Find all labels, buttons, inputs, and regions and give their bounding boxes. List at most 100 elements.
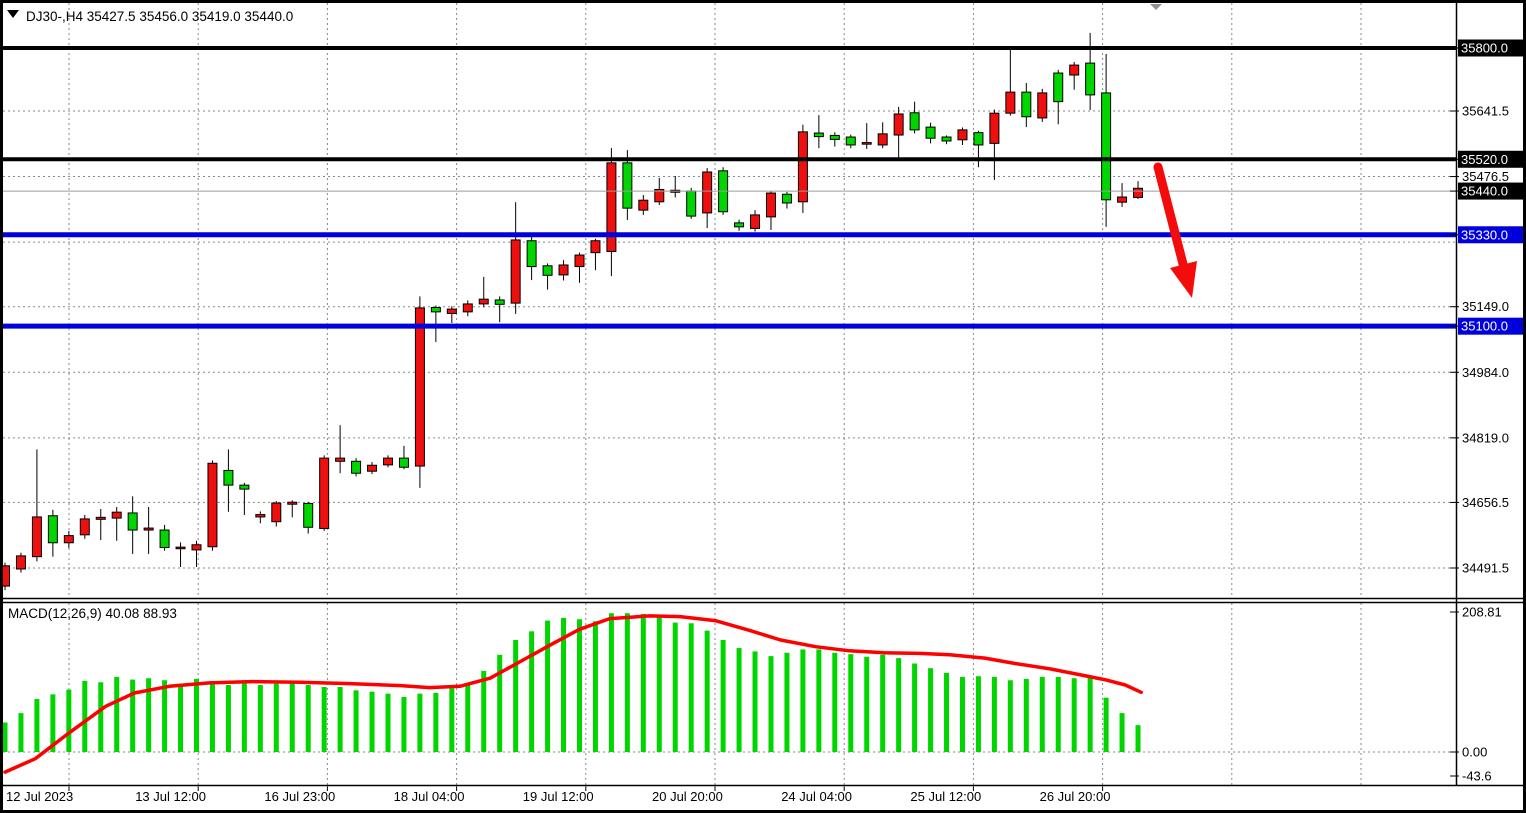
candle-body-bear [861,142,872,145]
candle [797,124,808,213]
macd-histogram-bar [529,631,535,752]
price-axis-label: 34656.5 [1462,495,1509,510]
candle [494,296,505,323]
candle [303,501,314,534]
macd-signal-line [3,614,1143,774]
candle-body-bear [382,457,393,466]
candle [79,514,90,539]
candle [510,202,521,314]
macd-histogram-bar [656,615,662,752]
macd-histogram-bar [34,699,40,752]
time-axis-label: 18 Jul 04:00 [394,789,465,804]
macd-histogram-bar [257,684,263,752]
candle-body-bear [606,162,617,252]
macd-histogram-bar [864,656,870,752]
macd-histogram-bar [289,682,295,752]
candle [781,191,792,209]
price-badge-blue [1458,317,1524,335]
macd-histogram-bar [385,693,391,752]
arrow-head[interactable] [1170,261,1197,298]
macd-histogram-bar [928,668,934,752]
macd-histogram-bar [561,617,567,752]
price-badge-label: 35330.0 [1461,227,1508,242]
candle [271,501,282,527]
price-axis-label: 34491.5 [1462,560,1509,575]
candle [1101,53,1112,227]
candle-body-bull [1021,91,1032,118]
candle [909,101,920,134]
time-axis-label: 26 Jul 20:00 [1040,789,1111,804]
candle [925,122,936,144]
candle-body-bull [542,265,553,276]
candle [47,509,58,557]
chart-shift-marker-icon[interactable] [1150,4,1162,10]
candle [367,462,378,475]
macd-histogram-bar [704,630,710,752]
macd-histogram-bar [752,651,758,752]
macd-histogram-bar [82,680,88,752]
time-axis-label: 12 Jul 2023 [6,789,73,804]
symbol-dropdown-icon[interactable] [7,10,19,18]
arrow-shaft[interactable] [1153,162,1188,270]
horizontal-level-lines[interactable] [2,46,1457,329]
price-axis-label: 35149.0 [1462,299,1509,314]
candle [734,219,745,231]
candle-body-bear [191,544,202,551]
candle [175,542,186,568]
candle [1021,82,1032,128]
candle-body-bull [925,126,936,139]
candle-body-bear [510,239,521,304]
candle-body-bull [1085,62,1096,96]
candle-body-bull [781,193,792,204]
trend-arrow-annotation[interactable] [1153,162,1197,298]
macd-histogram-bar [1039,676,1045,752]
price-badge-blue [1458,226,1524,244]
candle [223,449,234,512]
candle-body-bull [845,136,856,146]
macd-histogram-bar [880,654,886,752]
macd-histogram-bar [1071,678,1077,752]
price-badge-label: 35440.0 [1461,184,1508,199]
candle-body-bear [95,516,106,520]
macd-axis-label: 208.81 [1462,604,1502,619]
candle-body-bear [957,129,968,141]
macd-histogram-bar [576,619,582,752]
candlestick-series [0,32,1144,591]
macd-histogram-bar [98,682,104,752]
price-badge-black [1458,150,1524,168]
candle [590,238,601,271]
candle-body-bull [622,162,633,209]
candle-body-bear [654,188,665,203]
candle [15,552,26,573]
macd-histogram-bar [848,654,854,752]
candle-body-bear [255,514,266,518]
candle-body-bull [127,512,138,531]
macd-histogram-bar [225,684,231,752]
candle-body-bull [813,132,824,138]
candle [207,460,218,551]
candle [319,455,330,531]
time-axis-label: 19 Jul 12:00 [523,789,594,804]
candle-body-bear [1133,187,1144,198]
candle-body-bull [351,460,362,474]
candle-body-bull [494,299,505,305]
candle [255,511,266,524]
candle-body-bear [893,113,904,136]
candle [1085,32,1096,110]
macd-histogram-bar [433,692,439,752]
macd-histogram-bar [241,681,247,752]
candle [765,191,776,231]
candle-body-bull [159,529,170,549]
candle-body-bull [973,132,984,146]
candle [861,123,872,149]
candle-body-bear [590,240,601,254]
candle-body-bear [271,502,282,523]
candle [638,195,649,215]
macd-histogram-bar [401,697,407,752]
candle [973,130,984,168]
candle [335,425,346,474]
candle-body-bear [63,535,74,544]
price-axis-label: 35476.5 [1462,169,1509,184]
